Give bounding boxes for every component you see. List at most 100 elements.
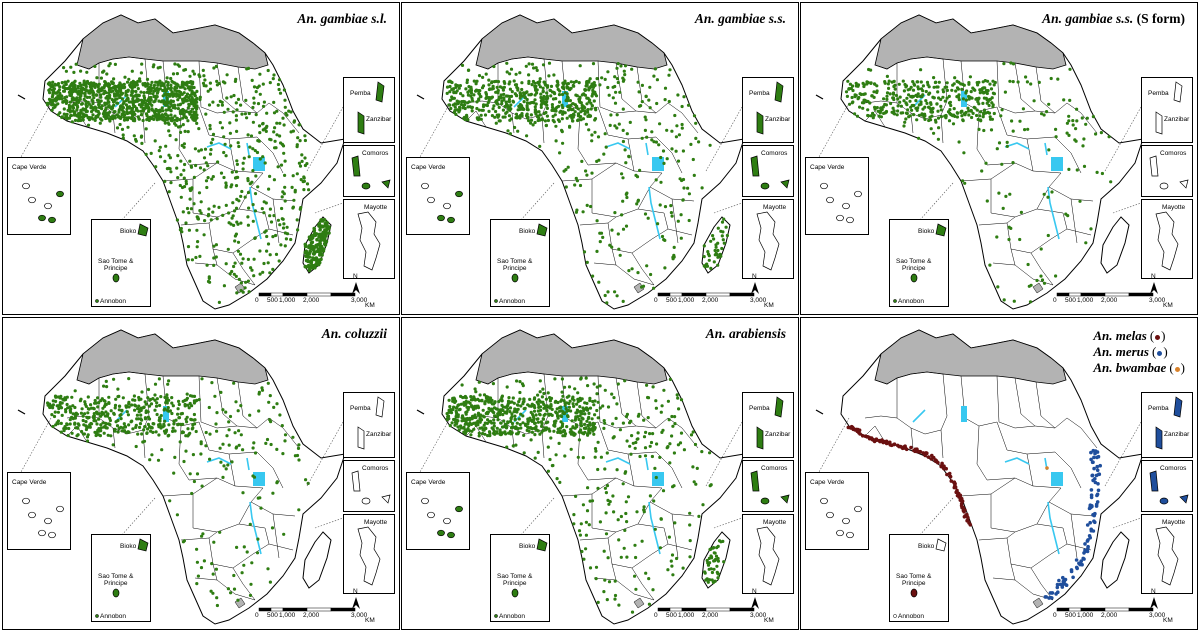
occurrence-point	[178, 85, 182, 89]
occurrence-point	[170, 396, 174, 400]
occurrence-point	[303, 156, 307, 160]
occurrence-point	[529, 118, 534, 122]
occurrence-point	[256, 496, 260, 500]
occurrence-point	[593, 92, 597, 96]
occurrence-point	[620, 213, 624, 217]
occurrence-point	[677, 133, 681, 137]
occurrence-point	[637, 104, 642, 108]
occurrence-point	[110, 98, 114, 102]
occurrence-points	[846, 424, 1102, 600]
occurrence-point	[491, 107, 495, 111]
occurrence-point	[542, 428, 547, 432]
occurrence-point	[248, 593, 253, 597]
occurrence-point	[143, 400, 147, 404]
occurrence-point	[513, 125, 517, 130]
inset-label-comoros: Comoros	[1160, 150, 1187, 157]
occurrence-point	[95, 76, 99, 80]
occurrence-point	[534, 66, 538, 70]
occurrence-point	[508, 108, 512, 112]
island	[842, 517, 850, 525]
occurrence-point	[855, 114, 860, 118]
occurrence-point	[591, 424, 596, 428]
occurrence-point	[97, 100, 101, 105]
occurrence-point	[603, 467, 607, 471]
occurrence-point	[83, 400, 87, 404]
occurrence-point	[208, 81, 212, 85]
occurrence-point	[149, 402, 154, 406]
occurrence-point	[650, 138, 654, 142]
occurrence-point	[280, 424, 284, 428]
occurrence-point	[527, 81, 531, 85]
occurrence-point	[530, 83, 534, 87]
occurrence-point	[165, 396, 169, 400]
africa-map	[17, 14, 346, 310]
occurrence-point	[115, 424, 120, 428]
occurrence-point	[654, 140, 658, 144]
occurrence-point	[48, 91, 52, 95]
occurrence-point	[536, 402, 540, 406]
occurrence-point	[527, 429, 531, 433]
occurrence-point	[955, 86, 960, 90]
occurrence-point	[710, 570, 714, 575]
occurrence-point	[166, 115, 170, 120]
occurrence-point	[673, 422, 677, 426]
occurrence-point	[137, 103, 142, 107]
panel-title-species: An. coluzzii	[321, 326, 387, 341]
scale-segment	[681, 292, 707, 297]
occurrence-point	[232, 272, 236, 276]
occurrence-point	[305, 162, 309, 166]
occurrence-point	[47, 97, 52, 101]
occurrence-point	[1095, 170, 1099, 174]
occurrence-point	[133, 82, 137, 86]
occurrence-point	[939, 115, 943, 119]
occurrence-point	[122, 422, 126, 426]
occurrence-point	[713, 248, 717, 253]
occurrence-point	[665, 128, 669, 132]
occurrence-point	[533, 93, 537, 97]
occurrence-point	[610, 245, 614, 249]
occurrence-point	[523, 95, 527, 100]
occurrence-point	[526, 422, 530, 426]
occurrence-point	[935, 102, 939, 106]
occurrence-point	[948, 108, 952, 112]
occurrence-point	[875, 90, 879, 95]
occurrence-point	[215, 411, 219, 415]
occurrence-point	[120, 83, 124, 87]
melas-point	[959, 503, 964, 508]
occurrence-point	[1089, 227, 1093, 231]
occurrence-point	[569, 409, 573, 413]
occurrence-point	[232, 573, 236, 578]
occurrence-point	[572, 404, 576, 408]
occurrence-point	[197, 149, 201, 153]
occurrence-point	[477, 108, 481, 112]
occurrence-point	[81, 432, 86, 436]
occurrence-point	[209, 141, 213, 145]
occurrence-point	[554, 124, 558, 128]
occurrence-point	[660, 234, 665, 239]
occurrence-point	[510, 90, 514, 94]
occurrence-point	[169, 76, 173, 81]
occurrence-point	[222, 150, 226, 155]
occurrence-point	[246, 223, 250, 227]
occurrence-point	[282, 88, 286, 92]
occurrence-point	[273, 139, 277, 143]
occurrence-point	[1067, 119, 1071, 123]
occurrence-point	[988, 263, 992, 267]
occurrence-point	[182, 185, 187, 189]
occurrence-point	[904, 85, 908, 89]
occurrence-point	[489, 87, 493, 91]
occurrence-point	[1075, 107, 1079, 111]
occurrence-point	[172, 471, 176, 475]
occurrence-point	[630, 434, 634, 438]
pemba-island	[375, 396, 385, 418]
occurrence-point	[606, 556, 610, 560]
occurrence-point	[188, 98, 192, 102]
occurrence-point	[950, 88, 954, 92]
occurrence-point	[470, 96, 474, 101]
occurrence-point	[76, 119, 80, 123]
occurrence-point	[459, 402, 463, 406]
occurrence-point	[83, 92, 87, 96]
occurrence-point	[140, 418, 144, 422]
occurrence-point	[604, 532, 609, 536]
occurrence-point	[165, 76, 169, 80]
